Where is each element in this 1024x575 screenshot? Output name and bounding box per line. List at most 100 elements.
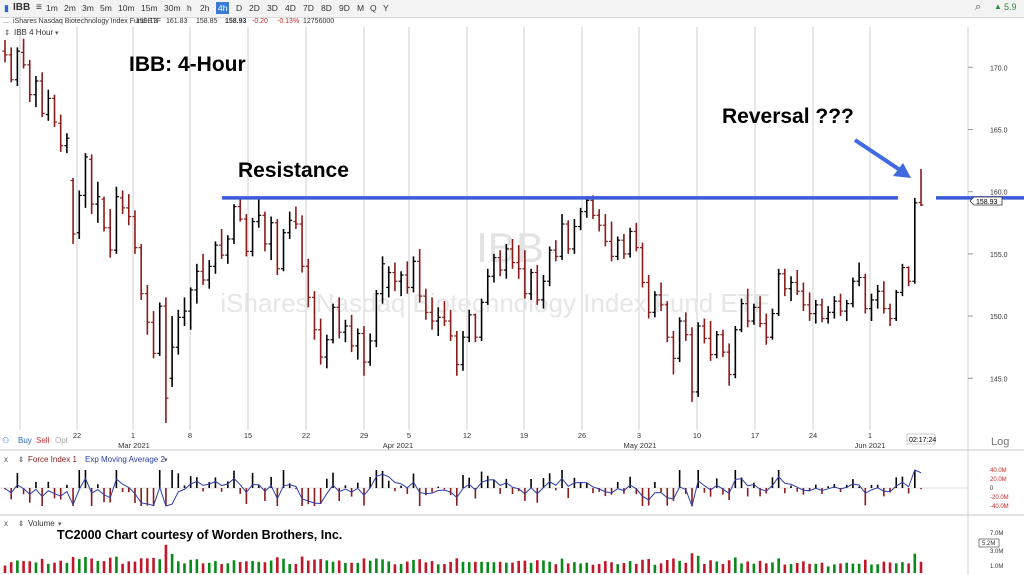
timeframe-2D[interactable]: 2D	[249, 3, 260, 13]
volume-bar	[9, 562, 13, 573]
timeframe-4h[interactable]: 4h	[216, 2, 230, 14]
symbol-label[interactable]: IBB	[13, 2, 31, 13]
rank-value: 5.9	[1004, 2, 1017, 12]
timeframe-4D[interactable]: 4D	[285, 3, 296, 13]
volume-bar	[826, 566, 830, 573]
menu-icon[interactable]: ≡	[36, 2, 42, 13]
volume-bar	[628, 561, 632, 573]
ohlc-bar	[336, 297, 342, 339]
ohlc-bar	[497, 250, 503, 277]
timeframe-D[interactable]: D	[236, 3, 243, 13]
force-index-series	[4, 469, 922, 508]
volume-bar	[517, 560, 521, 573]
month-label: May 2021	[624, 441, 657, 450]
volume-bar	[870, 564, 873, 573]
price-axis: 145.0 150.0 155.0 160.0 165.0 170.0	[968, 65, 1008, 383]
ohlc-bar	[664, 301, 670, 343]
volume-bar	[399, 564, 403, 573]
timeframe-Y[interactable]: Y	[383, 3, 389, 13]
timeframe-8D[interactable]: 8D	[321, 3, 332, 13]
ohlc-bar	[689, 327, 695, 402]
ohlc-bar	[652, 291, 658, 318]
volume-bar	[436, 564, 440, 573]
volume-bar	[164, 544, 168, 573]
volume-bar	[443, 564, 446, 573]
chevron-down-icon[interactable]: ▾	[55, 30, 59, 37]
sell-button[interactable]: Sell	[36, 436, 50, 445]
volume-bar	[814, 563, 818, 573]
ohlc-bar	[89, 154, 95, 215]
month-label: Apr 2021	[383, 441, 413, 450]
ohlc-bar	[763, 313, 769, 345]
volume-label[interactable]: Volume	[28, 519, 55, 528]
opt-button[interactable]: Opt	[55, 436, 69, 445]
quote-low: 158.85	[196, 18, 218, 25]
buy-icon[interactable]: ⚇	[2, 436, 9, 445]
ohlc-bar	[807, 292, 813, 322]
move-icon[interactable]: ⇕	[18, 455, 24, 464]
volume-bar	[430, 561, 434, 573]
ohlc-bar	[151, 311, 157, 359]
volume-bar	[226, 563, 230, 573]
timeframe-30m[interactable]: 30m	[164, 3, 181, 13]
volume-bar	[505, 562, 508, 573]
tool-icon[interactable]: ⇕	[4, 28, 10, 37]
timeframe-Q[interactable]: Q	[370, 3, 377, 13]
ohlc-bar	[856, 262, 862, 287]
ohlc-bar	[410, 256, 416, 293]
log-scale-toggle[interactable]: Log	[991, 436, 1009, 448]
close-icon[interactable]: x	[4, 519, 8, 528]
timeframe-h[interactable]: h	[187, 3, 192, 13]
chart-title[interactable]: IBB 4 Hour	[14, 28, 53, 37]
timeframe-10m[interactable]: 10m	[118, 3, 135, 13]
timeframe-5m[interactable]: 5m	[100, 3, 112, 13]
time-tick-label: 22	[73, 431, 81, 440]
ohlc-bar	[825, 306, 831, 324]
volume-bar	[696, 555, 700, 573]
timeframe-1m[interactable]: 1m	[46, 3, 58, 13]
symbol-icon: ▮	[4, 3, 9, 13]
ohlc-bar	[429, 297, 435, 330]
timeframe-15m[interactable]: 15m	[141, 3, 158, 13]
ohlc-bar	[571, 219, 577, 254]
buy-button[interactable]: Buy	[18, 436, 32, 445]
price-tick-label: 170.0	[990, 65, 1008, 72]
force-tick-label: 0	[990, 486, 994, 492]
ohlc-bar	[454, 330, 460, 376]
timeframe-2h[interactable]: 2h	[200, 3, 210, 13]
ema-line	[4, 469, 922, 508]
volume-bar	[498, 561, 502, 573]
ohlc-bar	[324, 334, 330, 369]
volume-bar	[16, 560, 19, 573]
ohlc-bar	[318, 318, 324, 365]
timeframe-3D[interactable]: 3D	[267, 3, 278, 13]
ohlc-bar	[751, 303, 757, 325]
force-index-label[interactable]: Force Index 1	[28, 455, 77, 464]
ohlc-bar	[355, 328, 361, 360]
timeframe-2m[interactable]: 2m	[64, 3, 76, 13]
volume-bar	[276, 557, 279, 573]
close-icon[interactable]: x	[4, 455, 8, 464]
ohlc-bar	[262, 211, 268, 252]
time-tick-label: 5	[407, 431, 411, 440]
ohlc-bar	[503, 243, 509, 279]
volume-bar	[356, 562, 360, 573]
ohlc-bar	[14, 47, 20, 86]
ohlc-bar	[163, 297, 169, 424]
chevron-down-icon[interactable]: ▾	[164, 457, 168, 464]
ohlc-bar	[553, 240, 559, 262]
timeframe-7D[interactable]: 7D	[303, 3, 314, 13]
volume-bar	[579, 563, 582, 573]
timeframe-M[interactable]: M	[357, 3, 365, 13]
chevron-down-icon[interactable]: ▾	[58, 521, 62, 528]
time-tick-label: 22	[302, 431, 310, 440]
ohlc-bar	[361, 326, 367, 376]
ohlc-bar	[212, 241, 218, 274]
move-icon[interactable]: ⇕	[18, 519, 24, 528]
search-icon[interactable]: ⌕	[975, 1, 982, 13]
timeframe-3m[interactable]: 3m	[82, 3, 94, 13]
ohlc-bar	[392, 262, 398, 292]
ema-label[interactable]: Exp Moving Average 2	[85, 455, 165, 464]
timeframe-9D[interactable]: 9D	[339, 3, 350, 13]
chart-canvas: IBB iShares Nasdaq Biotechnology Index F…	[0, 27, 1024, 575]
